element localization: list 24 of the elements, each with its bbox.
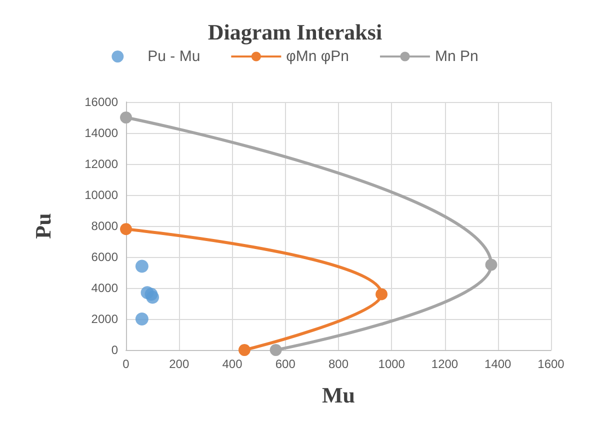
y-tick-label: 14000 — [84, 126, 118, 140]
legend-label: φMn φPn — [286, 48, 349, 65]
y-tick-label: 4000 — [91, 281, 118, 295]
x-tick-label: 1600 — [538, 357, 565, 371]
y-tick-label: 10000 — [84, 188, 118, 202]
y-tick-label: 6000 — [91, 250, 118, 264]
x-tick-label: 1400 — [484, 357, 512, 371]
chart-title: Diagram Interaksi — [208, 20, 382, 44]
y-tick-label: 2000 — [91, 312, 118, 326]
legend-label: Mn Pn — [434, 48, 478, 65]
legend-label: Pu - Mu — [148, 48, 200, 65]
y-tick-label: 12000 — [84, 157, 118, 171]
x-tick-label: 800 — [328, 357, 349, 371]
x-tick-label: 400 — [222, 357, 243, 371]
y-tick-label: 16000 — [84, 95, 118, 109]
x-tick-label: 200 — [169, 357, 190, 371]
y-axis-title: Pu — [30, 213, 56, 239]
y-tick-label: 0 — [111, 343, 118, 357]
x-tick-label: 1000 — [378, 357, 406, 371]
x-tick-label: 0 — [122, 357, 130, 371]
y-tick-label: 8000 — [91, 219, 118, 233]
x-tick-label: 600 — [275, 357, 296, 371]
x-tick-label: 1200 — [431, 357, 458, 371]
x-axis-title: Mu — [322, 382, 355, 408]
